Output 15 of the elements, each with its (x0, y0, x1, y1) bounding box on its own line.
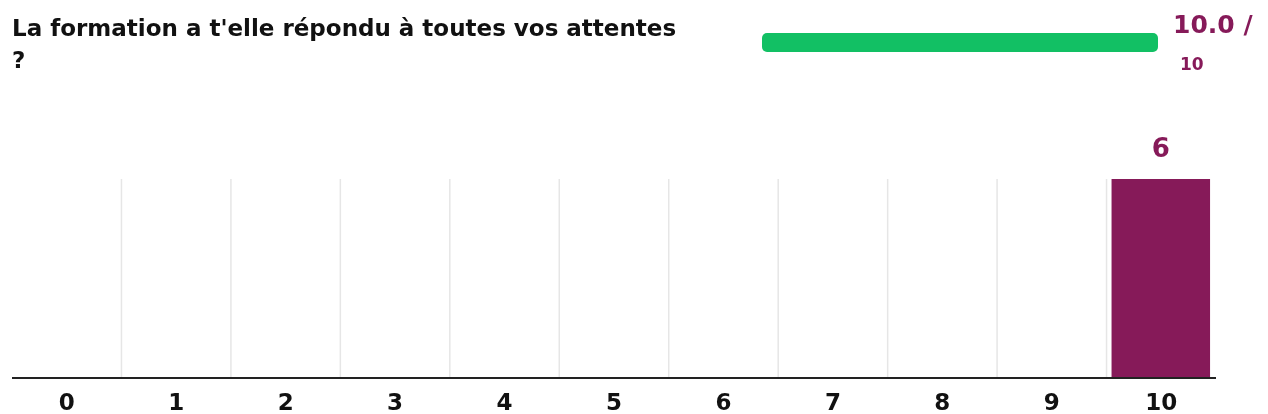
x-tick-label: 5 (605, 389, 623, 414)
x-tick-label: 2 (277, 389, 294, 414)
x-tick-label: 4 (496, 389, 513, 414)
text: 10.0 / (1173, 10, 1253, 39)
x-tick-label: 9 (1043, 389, 1060, 414)
x-tick-label: 0 (58, 389, 75, 414)
x-tick-label: 6 (715, 389, 732, 414)
x-tick-label: 3 (387, 389, 404, 414)
chart-title: La formation a t'elle répondu à toutes vos attentes ? (12, 14, 678, 75)
data-label: 6 (1151, 133, 1170, 163)
x-tick-label: 8 (934, 389, 951, 414)
x-tick-label: 10 (1145, 389, 1178, 414)
x-tick-label: 1 (168, 389, 185, 414)
text: 10 (1180, 54, 1204, 74)
x-tick-label: 7 (824, 389, 841, 414)
